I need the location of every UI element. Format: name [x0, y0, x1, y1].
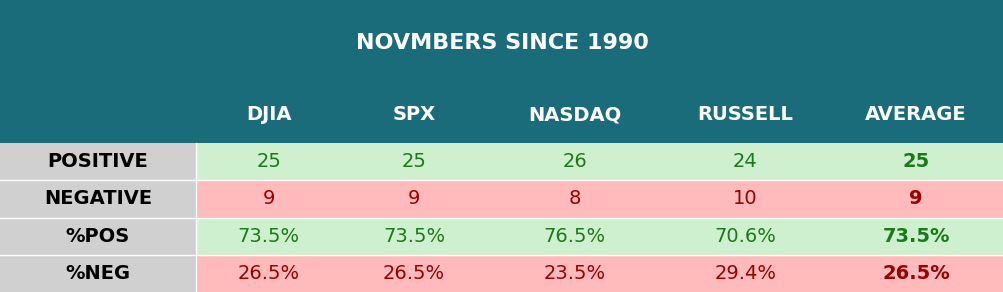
Bar [486, 143, 662, 180]
Bar [662, 180, 827, 218]
Bar [662, 218, 827, 255]
Text: %NEG: %NEG [65, 264, 130, 283]
Bar [0, 143, 196, 180]
Text: NOVMBERS SINCE 1990: NOVMBERS SINCE 1990 [355, 33, 648, 53]
Bar [662, 143, 827, 180]
Text: 24: 24 [732, 152, 757, 171]
Bar [196, 180, 341, 218]
Text: 26.5%: 26.5% [882, 264, 949, 283]
Text: 70.6%: 70.6% [714, 227, 775, 246]
Text: SPX: SPX [392, 105, 435, 124]
Text: POSITIVE: POSITIVE [47, 152, 148, 171]
Text: 9: 9 [407, 190, 420, 208]
Text: RUSSELL: RUSSELL [697, 105, 792, 124]
Bar [0, 255, 196, 292]
Bar [486, 218, 662, 255]
Bar [0, 0, 1003, 86]
Bar [662, 255, 827, 292]
Bar [341, 255, 486, 292]
Bar [341, 218, 486, 255]
Bar [827, 255, 1003, 292]
Bar [0, 218, 196, 255]
Text: 73.5%: 73.5% [882, 227, 949, 246]
Text: 23.5%: 23.5% [544, 264, 605, 283]
Bar [486, 180, 662, 218]
Bar [486, 255, 662, 292]
Text: 29.4%: 29.4% [714, 264, 775, 283]
Bar [196, 218, 341, 255]
Text: 8: 8 [568, 190, 581, 208]
Bar [827, 143, 1003, 180]
Text: 25: 25 [401, 152, 426, 171]
Text: 26.5%: 26.5% [383, 264, 444, 283]
Text: 25: 25 [256, 152, 281, 171]
Bar [0, 86, 1003, 143]
Text: 73.5%: 73.5% [238, 227, 299, 246]
Text: 76.5%: 76.5% [544, 227, 605, 246]
Text: DJIA: DJIA [246, 105, 291, 124]
Text: NEGATIVE: NEGATIVE [44, 190, 151, 208]
Bar [0, 180, 196, 218]
Bar [341, 143, 486, 180]
Bar [341, 180, 486, 218]
Bar [827, 218, 1003, 255]
Text: 9: 9 [262, 190, 275, 208]
Bar [196, 255, 341, 292]
Text: 10: 10 [732, 190, 757, 208]
Text: 26: 26 [562, 152, 587, 171]
Text: 25: 25 [902, 152, 929, 171]
Text: 73.5%: 73.5% [383, 227, 444, 246]
Bar [196, 143, 341, 180]
Text: NASDAQ: NASDAQ [528, 105, 621, 124]
Text: %POS: %POS [66, 227, 129, 246]
Bar [827, 180, 1003, 218]
Text: 26.5%: 26.5% [238, 264, 299, 283]
Text: AVERAGE: AVERAGE [865, 105, 966, 124]
Text: 9: 9 [909, 190, 922, 208]
